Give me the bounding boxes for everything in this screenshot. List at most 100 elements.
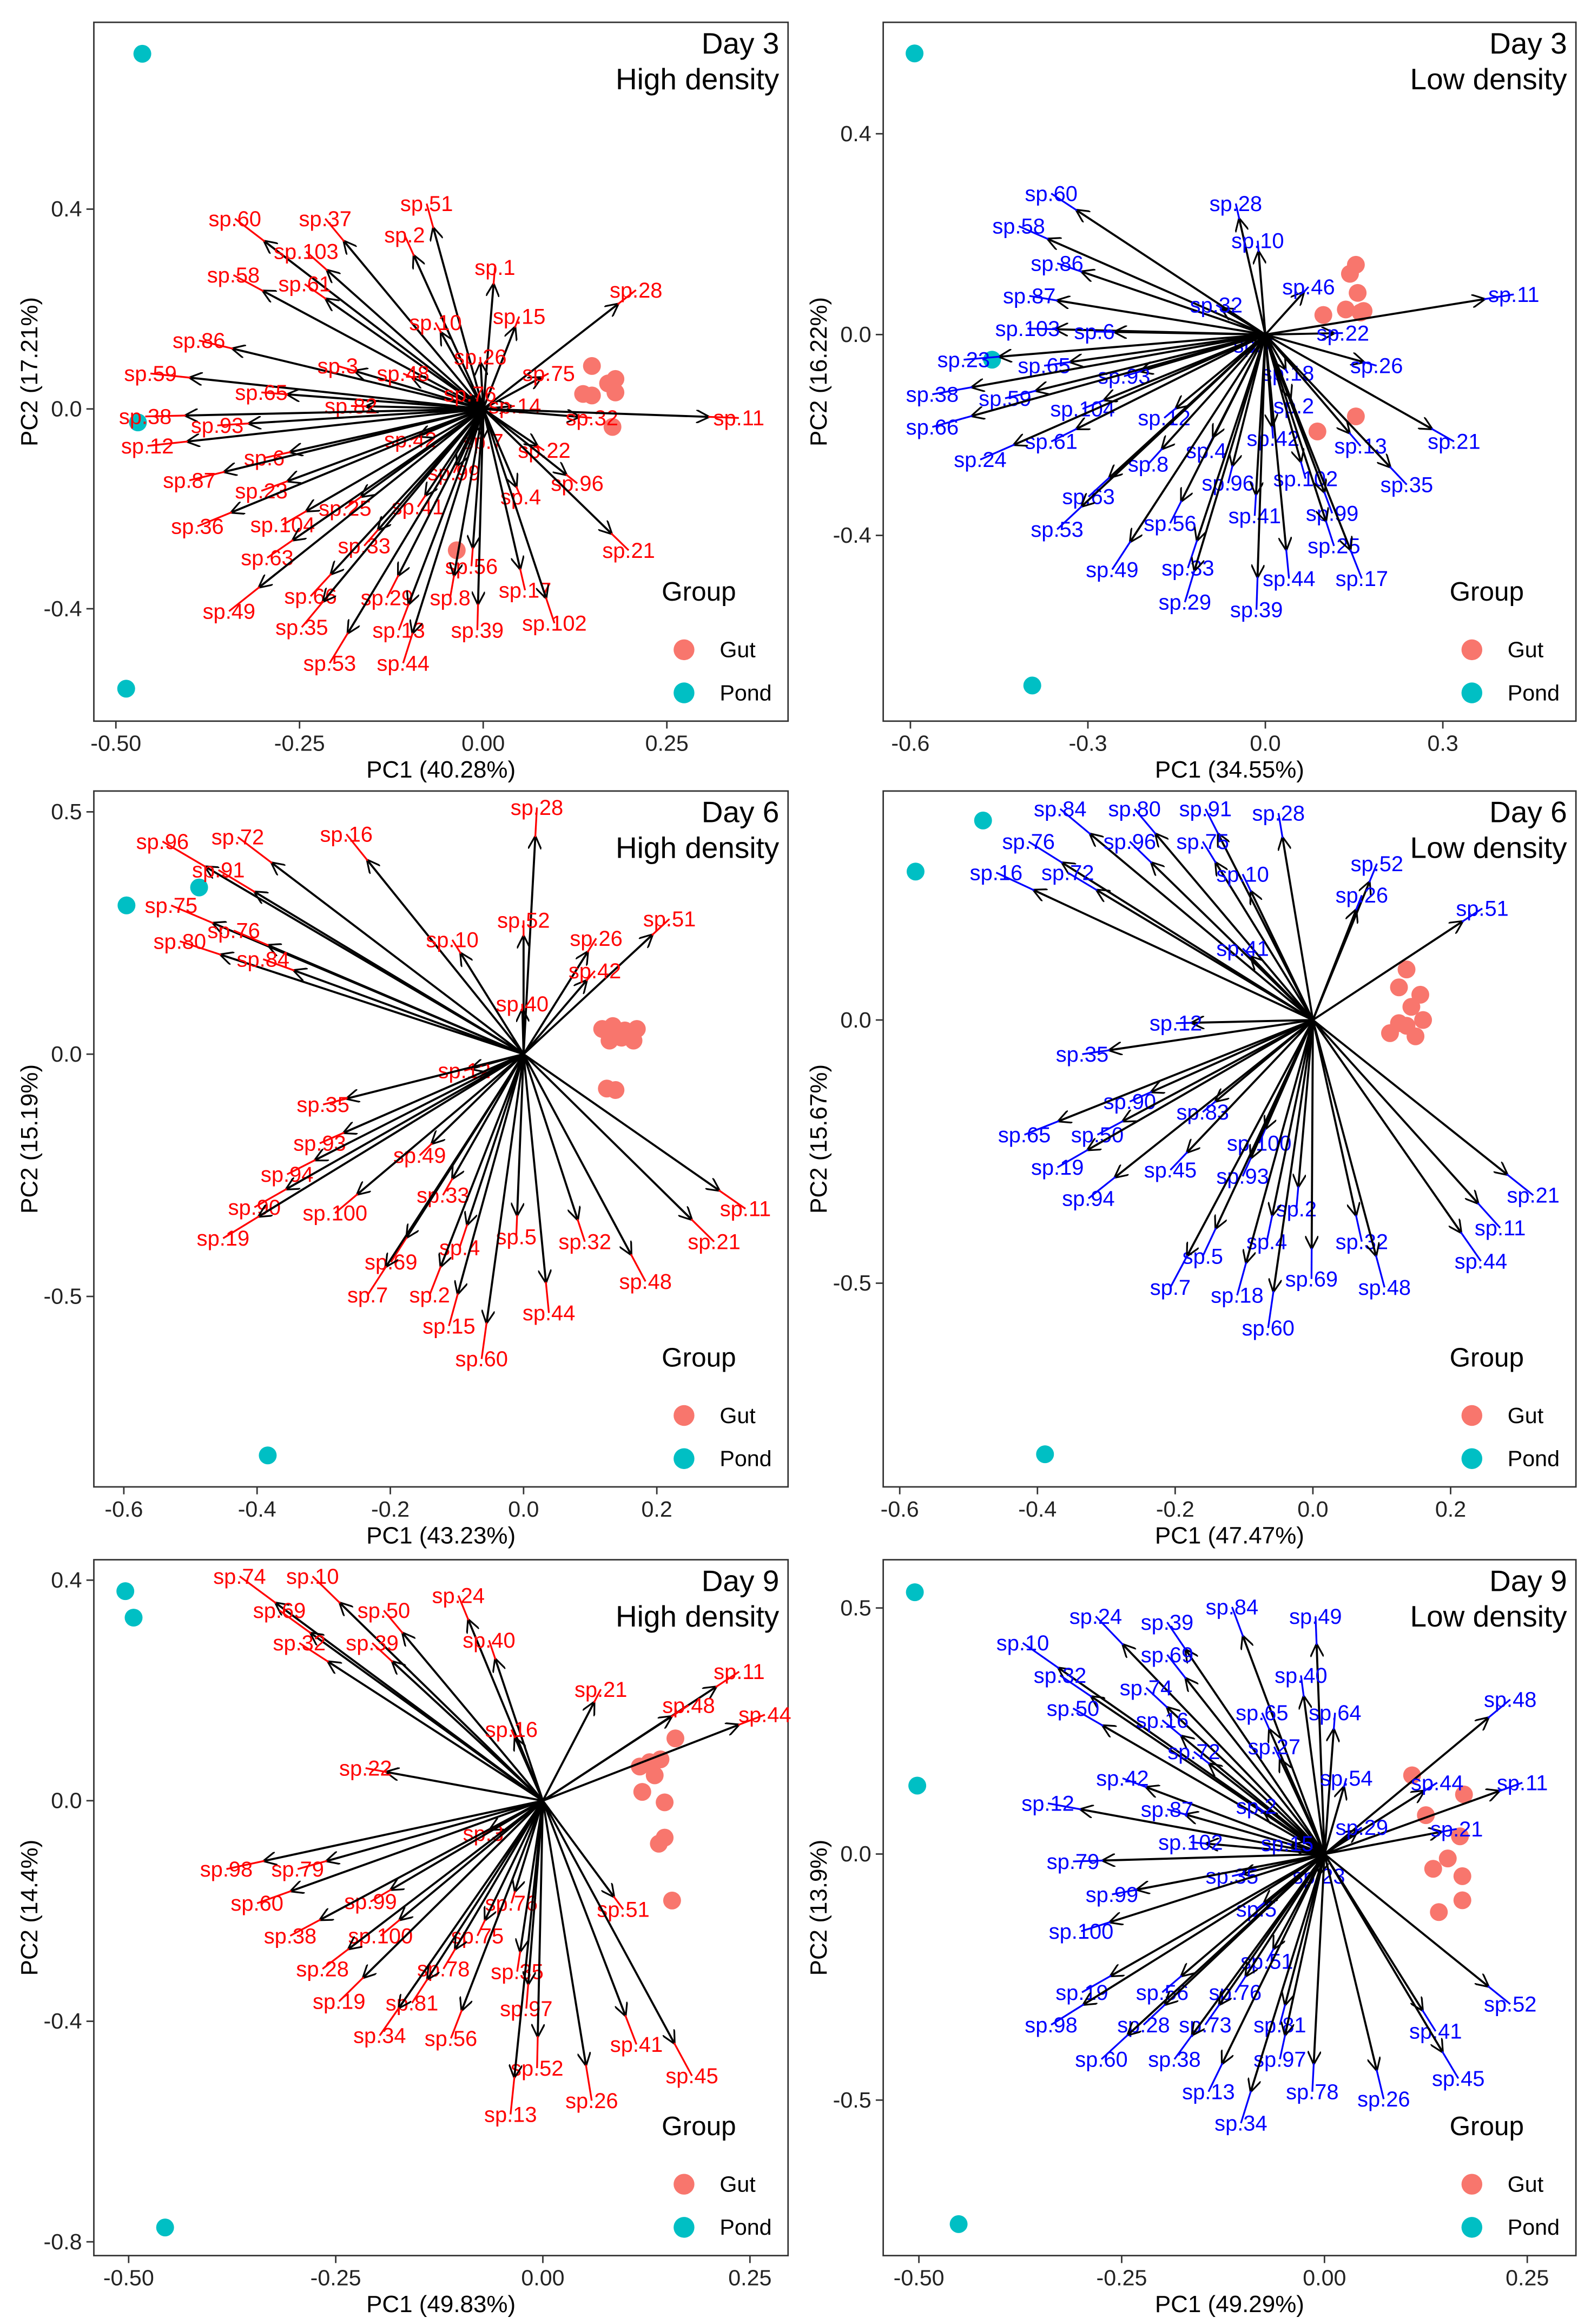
loading-arrow	[1216, 863, 1314, 1021]
loading-label: sp.56	[1136, 1981, 1189, 2005]
loading-label: sp.66	[284, 585, 336, 609]
loading-leader-line	[480, 1322, 488, 1359]
loading-arrow	[1280, 1760, 1326, 1855]
y-tick-label: 0.4	[840, 121, 871, 146]
loading-leader-line	[673, 2042, 693, 2077]
loading-leader-line	[286, 1159, 316, 1175]
loading-label: sp.99	[1086, 1883, 1138, 1907]
loading-arrow	[1088, 1019, 1313, 1150]
loading-label: sp.48	[1358, 1276, 1411, 1300]
loading-arrow	[1156, 834, 1314, 1021]
loading-arrow	[482, 327, 515, 410]
loading-label: sp.19	[1055, 1981, 1108, 2005]
loading-arrow	[1081, 1809, 1325, 1855]
loading-label: sp.2	[384, 223, 425, 247]
x-axis-title: PC1 (47.47%)	[1155, 1522, 1304, 1549]
loading-arrow	[328, 1662, 544, 1802]
loading-leader-line	[708, 416, 739, 419]
loading-leader-line	[1173, 2034, 1193, 2060]
loading-leader-line	[282, 510, 307, 526]
loading-arrow	[186, 407, 484, 416]
loading-leader-line	[1204, 2004, 1220, 2025]
biplot-panel-3: -0.6 -0.4 -0.2 0.0 0.2 0.5 0.0 -0.5 PC1 (43.23%)…	[16, 790, 789, 1549]
loading-label: sp.44	[1455, 1249, 1507, 1273]
loading-leader-line	[222, 1215, 260, 1239]
loading-label: sp.32	[1336, 1230, 1388, 1254]
loading-leader-line	[1349, 549, 1363, 579]
gut-point	[1407, 1027, 1425, 1045]
loading-arrow	[344, 1053, 524, 1133]
loading-label: sp.69	[253, 1599, 306, 1623]
y-axis-title: PC2 (15.19%)	[16, 1064, 43, 1214]
loading-leader-line	[1124, 370, 1141, 377]
loading-leader-line	[1201, 841, 1217, 864]
loading-arrow	[287, 1053, 524, 1189]
loading-leader-line	[256, 1890, 292, 1904]
loading-arrow	[249, 407, 484, 424]
pond-point	[133, 44, 151, 63]
loading-arrow	[522, 1054, 546, 1282]
loading-arrow	[1138, 1853, 1325, 1890]
biplot-panel-4: -0.6 -0.4 -0.2 0.0 0.2 0.0 -0.5 PC1 (47.47%) PC2…	[806, 790, 1577, 1549]
loading-leader-line	[386, 575, 400, 598]
loading-arrow	[387, 1772, 543, 1802]
loading-label: sp.10	[409, 311, 461, 335]
loading-leader-line	[1087, 1176, 1116, 1200]
loading-arrow	[1251, 892, 1314, 1021]
loading-arrow	[455, 1800, 544, 1949]
pond-point	[974, 811, 992, 829]
loading-label: sp.98	[200, 1858, 253, 1881]
loading-leader-line	[1129, 1091, 1152, 1103]
loading-leader-line	[470, 547, 474, 567]
loading-leader-line	[301, 600, 325, 628]
loading-arrow	[483, 407, 708, 417]
gut-point	[1349, 284, 1367, 302]
loading-leader-line	[514, 316, 520, 328]
loading-leader-line	[1303, 286, 1310, 293]
loading-arrow	[391, 1800, 544, 1890]
legend-gut-label: Gut	[1508, 2171, 1544, 2196]
loading-label: sp.102	[1158, 1831, 1223, 1854]
loading-arrow	[331, 408, 484, 574]
pond-point	[949, 2215, 968, 2233]
loading-arrow	[1186, 1678, 1325, 1855]
pond-point	[117, 896, 136, 914]
loading-leader-line	[1227, 465, 1234, 484]
loading-leader-line	[1266, 1948, 1275, 1962]
loading-leader-line	[1147, 447, 1163, 465]
loading-leader-line	[1234, 1975, 1247, 1993]
loading-label: sp.39	[1230, 598, 1283, 622]
legend-pond-label: Pond	[719, 1446, 771, 1471]
loading-leader-line	[262, 958, 295, 972]
y-tick-label: 0.0	[840, 1841, 871, 1866]
loading-label: sp.66	[906, 416, 959, 439]
loading-leader-line	[1170, 1151, 1189, 1171]
loading-label: sp.103	[274, 240, 339, 264]
loading-arrow	[482, 409, 520, 569]
loading-arrow	[514, 1800, 544, 2077]
loading-label: sp.32	[1034, 1664, 1086, 1688]
loading-arrow	[1312, 1019, 1478, 1203]
legend-pond-label: Pond	[1508, 2215, 1560, 2240]
loading-arrow	[1312, 1019, 1376, 1255]
loading-arrow	[1163, 334, 1266, 449]
loading-leader-line	[464, 1068, 472, 1072]
loading-label: sp.98	[1025, 2013, 1077, 2037]
loading-arrow	[1314, 1854, 1326, 2063]
loading-leader-line	[1057, 1149, 1089, 1168]
loading-leader-line	[515, 1215, 518, 1237]
loading-arrow	[1251, 957, 1314, 1021]
legend-pond-swatch	[674, 682, 695, 703]
loading-arrow	[1103, 1726, 1325, 1855]
loading-leader-line	[1242, 947, 1252, 958]
loading-arrow	[1222, 308, 1266, 335]
biplot-panel-5: -0.50 -0.25 0.00 0.25 0.4 0.0 -0.4 -0.8 PC1 (49.…	[16, 1559, 791, 2318]
loading-leader-line	[1279, 2034, 1286, 2060]
loading-arrow	[432, 1053, 525, 1143]
legend-gut-swatch	[1461, 1405, 1483, 1426]
loading-arrow	[483, 408, 566, 475]
loading-leader-line	[718, 1189, 746, 1210]
legend-gut-label: Gut	[719, 1403, 756, 1428]
loading-leader-line	[383, 1610, 404, 1634]
loading-label: sp.21	[1430, 1818, 1483, 1841]
